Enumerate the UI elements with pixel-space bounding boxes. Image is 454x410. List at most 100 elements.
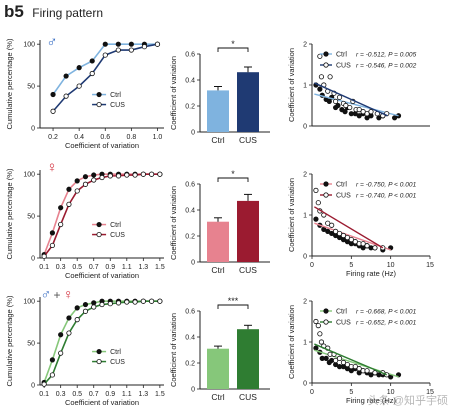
female-cdf-cus-point	[124, 172, 130, 178]
both-cdf-ctrl-point	[74, 305, 80, 311]
female-scatter-legend-name: Ctrl	[336, 182, 347, 189]
both-scatter-legend-name: CUS	[336, 320, 351, 327]
female-scatter-x-tick-label: 0	[310, 262, 314, 269]
both-bar-bar-ctrl	[207, 348, 229, 389]
female-cdf-x-axis-label: Coefficient of variation	[65, 271, 139, 280]
female-bar-bar-ctrl	[207, 221, 229, 262]
both-bar-y-tick-label: 0	[191, 387, 195, 394]
female-cdf-ctrl-point	[82, 174, 89, 180]
both-scatter-cus-point	[372, 370, 378, 376]
female-scatter-x-axis-label: Firing rate (Hz)	[346, 269, 397, 278]
both-cdf-x-tick-label: 1.1	[122, 391, 132, 398]
female-cdf-cus-point	[132, 172, 138, 178]
both-cdf-x-tick-label: 0.7	[89, 391, 99, 398]
male-cdf-cus-point	[50, 108, 56, 114]
both-cdf-cus-point	[66, 330, 72, 336]
male-scatter-ctrl-point	[317, 86, 323, 92]
male-scatter-legend-marker	[323, 62, 329, 68]
female-bar-y-tick-label: 0	[191, 260, 195, 267]
female-cdf-x-tick-label: 1.1	[122, 264, 132, 271]
female-cdf-x-tick-label: 1.3	[138, 264, 148, 271]
female-cdf-legend-label: CUS	[110, 232, 125, 239]
female-scatter-ctrl-point	[329, 230, 335, 237]
watermark: 头条 @知乎宇硕	[367, 395, 448, 407]
female-scatter-cus-point	[329, 222, 335, 228]
both-scatter-cus-point	[352, 363, 358, 370]
male-cdf-legend-marker	[96, 101, 102, 108]
both-scatter-cus-point	[364, 368, 370, 374]
male-cdf-y-axis-label: Cumulative percentage (%)	[5, 38, 14, 129]
female-cdf-cus-point	[149, 171, 155, 177]
male-cdf-cus-point	[63, 93, 69, 99]
female-bar-category-label: Ctrl	[211, 265, 224, 275]
both-cdf-ctrl-point	[66, 315, 72, 321]
both-scatter-cus-point	[332, 357, 339, 364]
male-scatter-legend-name: Ctrl	[336, 52, 347, 59]
male-bar-category-label: Ctrl	[211, 135, 224, 145]
female-cdf-ctrl-point	[58, 205, 64, 211]
male-cdf-cus-point	[76, 83, 82, 89]
both-scatter-y-tick-label: 0	[303, 381, 307, 388]
both-cdf-cus-point	[99, 301, 105, 308]
both-cdf-cus-point	[149, 298, 155, 304]
female-cdf-x-tick-label: 0.5	[72, 264, 82, 271]
female-scatter-x-tick-label: 10	[387, 262, 395, 269]
male-cdf-ctrl-point	[50, 91, 56, 98]
both-cdf-legend-label: Ctrl	[110, 349, 121, 356]
female-cdf-cus-point	[91, 177, 97, 183]
both-scatter-ctrl-point	[368, 372, 374, 378]
male-scatter-cus-point	[368, 109, 374, 115]
male-cdf-y-tick-label: 0	[31, 126, 35, 133]
male-cdf-series-ctrl-line	[52, 43, 158, 95]
both-cdf-legend-marker	[96, 348, 102, 355]
female-scatter-cus-point	[348, 237, 354, 243]
both-scatter-cus-point	[356, 366, 362, 372]
both-scatter-cus-point	[315, 322, 321, 329]
female-cdf-series-cus-line	[43, 173, 160, 257]
both-cdf-x-tick-label: 1.3	[138, 391, 148, 398]
both-cdf-cus-point	[49, 372, 56, 378]
female-scatter-legend-stats: r = -0.750, P < 0.001	[356, 182, 417, 189]
both-bar-y-tick-label: 0.6	[185, 309, 195, 316]
plus-symbol: +	[53, 288, 60, 302]
female-cdf-cus-point	[41, 253, 47, 259]
both-scatter-y-tick-label: 2	[303, 299, 307, 306]
male-scatter-ctrl-point	[335, 102, 341, 109]
male-bar-y-tick-label: 0.4	[185, 78, 195, 85]
both-scatter-ctrl-point	[323, 355, 329, 361]
male-scatter-ctrl-point	[342, 109, 348, 115]
male-scatter-legend-stats: r = -0.546, P = 0.002	[356, 63, 417, 70]
male-cdf-cus-point	[154, 41, 161, 47]
both-bar-y-axis-label: Coefficient of variation	[169, 313, 178, 387]
female-cdf-cus-point	[58, 221, 64, 228]
female-cdf-legend-marker	[96, 221, 102, 228]
female-cdf-ctrl-point	[91, 172, 97, 178]
female-scatter-y-axis-label: Coefficient of variation	[287, 178, 296, 252]
both-cdf-series-ctrl-line	[43, 300, 160, 383]
both-cdf-y-tick-label: 0	[31, 383, 35, 390]
both-bar-category-label: CUS	[239, 392, 257, 402]
both-cdf-cus-point	[140, 298, 146, 304]
male-scatter-cus-point	[332, 98, 339, 105]
male-bar-bar-ctrl	[207, 90, 229, 132]
male-scatter-legend-name: CUS	[336, 63, 351, 70]
both-cdf-cus-point	[82, 308, 89, 314]
male-scatter-y-axis-label: Coefficient of variation	[287, 48, 296, 122]
both-cdf-cus-point	[58, 350, 64, 356]
female-scatter-legend-stats: r = -0.740, P < 0.001	[356, 193, 417, 200]
both-scatter-x-tick-label: 15	[426, 389, 434, 396]
both-scatter-legend-name: Ctrl	[336, 309, 347, 316]
both-scatter-x-tick-label: 0	[310, 389, 314, 396]
male-cdf-ctrl-point	[128, 41, 134, 47]
male-scatter-cus-point	[364, 111, 370, 117]
male-cdf-cus-point	[141, 44, 148, 50]
both-scatter-x-tick-label: 10	[387, 389, 395, 396]
male-scatter-cus-point	[343, 102, 349, 109]
female-cdf-cus-point	[107, 173, 113, 179]
both-scatter-cus-point	[318, 339, 325, 345]
male-cdf-cus-point	[128, 47, 134, 53]
female-cdf-x-tick-label: 0.9	[105, 264, 115, 271]
both-bar-bar-cus	[237, 329, 259, 389]
female-bar-y-tick-label: 0.4	[185, 208, 195, 215]
female-cdf-x-tick-label: 0.1	[39, 264, 49, 271]
